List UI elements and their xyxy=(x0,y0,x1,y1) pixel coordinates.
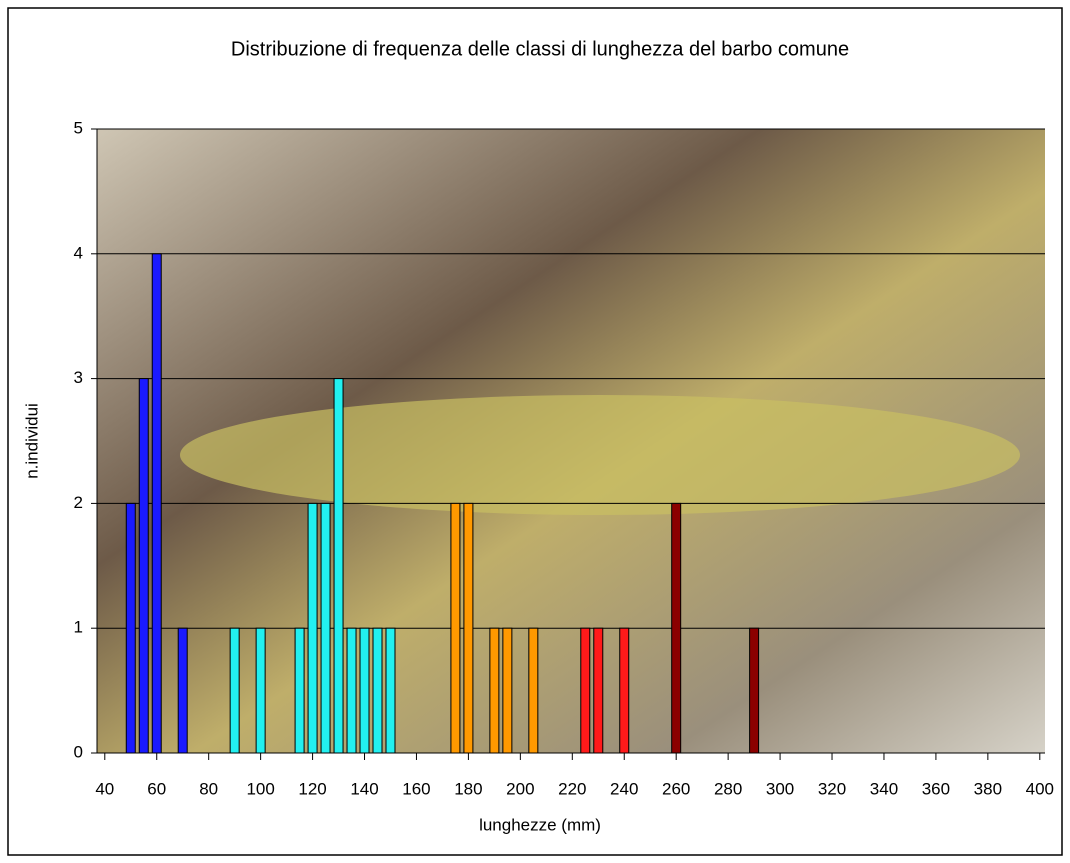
bar xyxy=(294,627,305,754)
bar xyxy=(151,253,162,754)
bar xyxy=(671,502,682,754)
bar xyxy=(463,502,474,754)
chart-title: Distribuzione di frequenza delle classi … xyxy=(231,38,849,60)
x-tick-label: 60 xyxy=(147,779,166,798)
y-tick-label: 3 xyxy=(74,368,83,387)
y-tick-label: 0 xyxy=(74,742,83,761)
x-tick-label: 180 xyxy=(454,779,482,798)
bar xyxy=(138,378,149,754)
bar xyxy=(307,502,318,754)
y-tick-label: 5 xyxy=(74,118,83,137)
bar xyxy=(372,627,383,754)
x-tick-label: 340 xyxy=(870,779,898,798)
x-tick-label: 360 xyxy=(922,779,950,798)
x-tick-label: 200 xyxy=(506,779,534,798)
bar xyxy=(450,502,461,754)
bar xyxy=(502,627,513,754)
x-tick-label: 380 xyxy=(974,779,1002,798)
x-axis-label: lunghezze (mm) xyxy=(479,815,601,834)
y-tick-label: 4 xyxy=(74,243,83,262)
bar xyxy=(333,378,344,754)
x-tick-label: 140 xyxy=(350,779,378,798)
bar xyxy=(489,627,500,754)
bar xyxy=(619,627,630,754)
y-axis-label: n.individui xyxy=(22,403,41,479)
bar xyxy=(749,627,760,754)
bar xyxy=(255,627,266,754)
y-tick-label: 1 xyxy=(74,618,83,637)
bar xyxy=(359,627,370,754)
bar xyxy=(593,627,604,754)
x-tick-label: 40 xyxy=(95,779,114,798)
x-tick-label: 280 xyxy=(714,779,742,798)
bar xyxy=(320,502,331,754)
bar xyxy=(385,627,396,754)
y-tick-label: 2 xyxy=(74,493,83,512)
x-tick-label: 220 xyxy=(558,779,586,798)
bar xyxy=(229,627,240,754)
x-tick-label: 400 xyxy=(1026,779,1054,798)
bar xyxy=(528,627,539,754)
x-tick-label: 320 xyxy=(818,779,846,798)
bar xyxy=(346,627,357,754)
x-tick-label: 80 xyxy=(199,779,218,798)
x-tick-label: 160 xyxy=(402,779,430,798)
x-tick-label: 260 xyxy=(662,779,690,798)
x-tick-label: 300 xyxy=(766,779,794,798)
bar xyxy=(580,627,591,754)
photo-fish xyxy=(180,395,1020,515)
x-tick-label: 240 xyxy=(610,779,638,798)
x-tick-label: 100 xyxy=(246,779,274,798)
x-tick-label: 120 xyxy=(298,779,326,798)
bar xyxy=(177,627,188,754)
bar xyxy=(125,502,136,754)
